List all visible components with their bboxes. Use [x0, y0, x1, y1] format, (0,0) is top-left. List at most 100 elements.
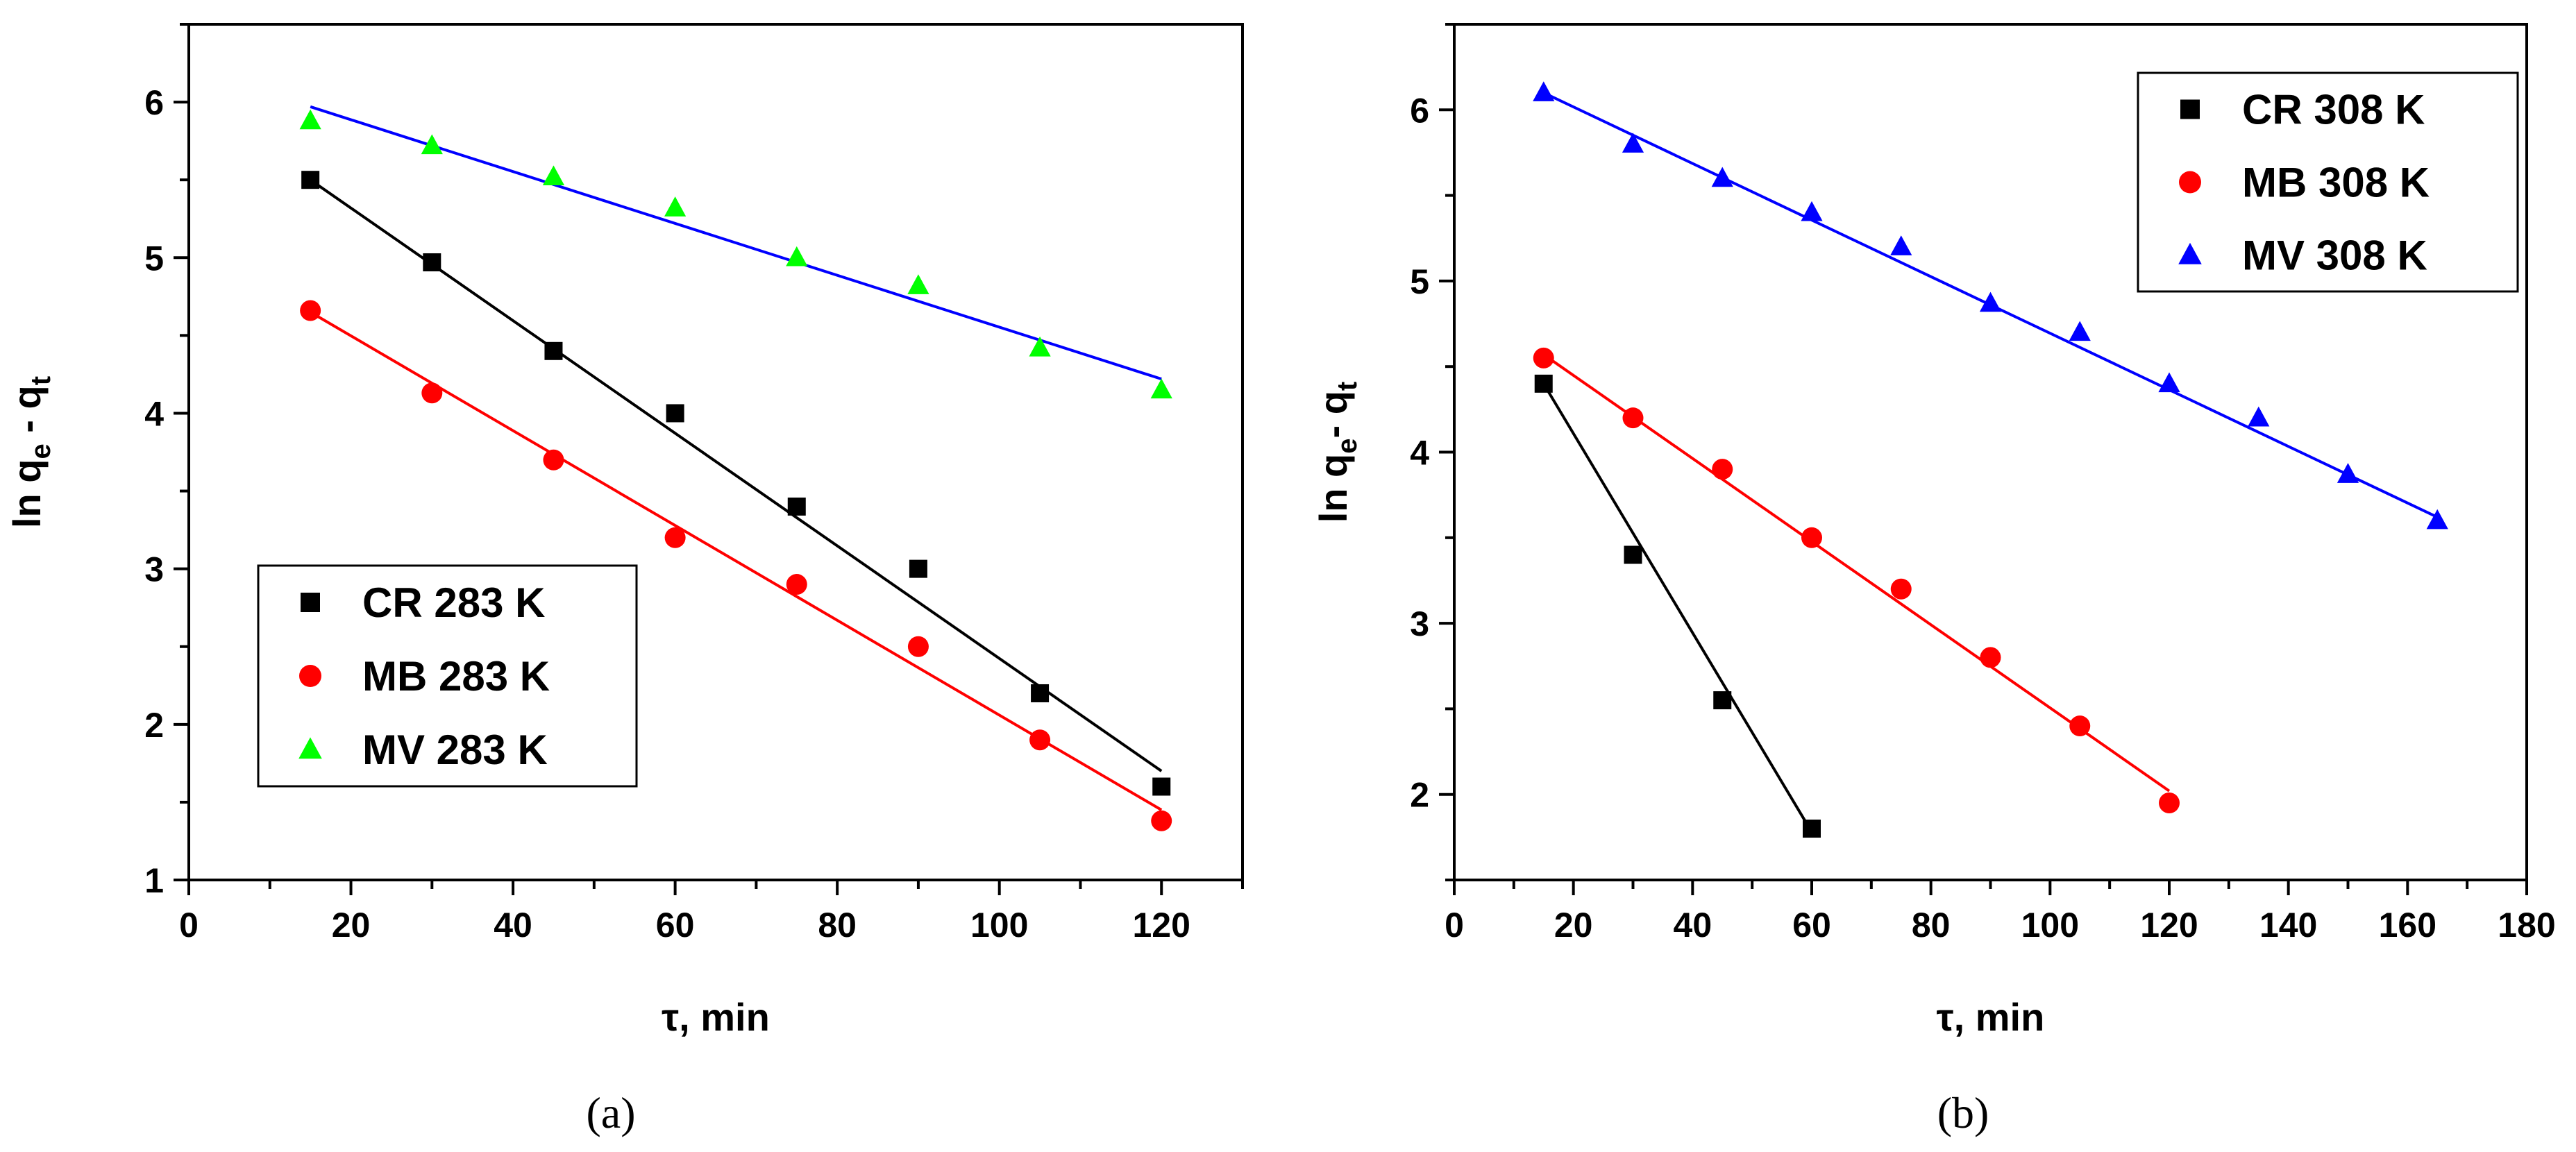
panel-b-point-mv-308-k — [1979, 291, 2002, 312]
panel-a-point-cr-283-k — [301, 171, 320, 189]
panel-b-y-title-sub2: t — [1332, 382, 1363, 391]
panel-b-y-tick-label: 2 — [1410, 776, 1429, 815]
panel-a-x-tick-label: 100 — [970, 906, 1028, 945]
panel-b-point-mv-308-k — [2426, 509, 2448, 530]
panel-b-point-mv-308-k — [1711, 167, 1733, 187]
panel-a-point-cr-283-k — [666, 404, 684, 423]
panel-a-point-mv-283-k — [786, 246, 808, 266]
panel-b-point-mv-308-k — [2337, 463, 2359, 483]
panel-a-fit-line-mb-283-k — [310, 311, 1163, 811]
panel-b-point-mv-308-k — [2248, 406, 2270, 427]
panel-a-point-mb-283-k — [1029, 729, 1051, 751]
panel-b-x-tick-label: 80 — [1912, 906, 1951, 945]
panel-b-point-mv-308-k — [1622, 133, 1644, 153]
panel-a-point-cr-283-k — [1031, 684, 1050, 702]
panel-a-point-mv-283-k — [542, 165, 565, 185]
panel-a-x-axis-title: τ, min — [662, 995, 770, 1039]
panel-b-fit-line-mb-308-k — [1542, 353, 2171, 793]
panel-b-legend-box — [2137, 71, 2519, 293]
panel-b-point-mv-308-k — [1801, 201, 1823, 221]
panel-a-point-mb-283-k — [664, 527, 686, 548]
panel-a-point-mv-283-k — [664, 196, 687, 217]
panel-a-point-cr-283-k — [544, 341, 563, 360]
panel-b-x-tick-label: 140 — [2259, 906, 2317, 945]
panel-a-x-tick-label: 80 — [818, 906, 857, 945]
panel-b-point-mb-308-k — [1622, 407, 1644, 429]
panel-a-x-tick-label: 120 — [1133, 906, 1190, 945]
panel-b-legend-label: CR 308 K — [2242, 87, 2425, 133]
panel-a-fit-line-cr-283-k — [310, 178, 1163, 772]
panel-a-x-tick-label: 40 — [494, 906, 532, 945]
panel-b-x-tick-label: 100 — [2021, 906, 2079, 945]
panel-a-point-mv-283-k — [1150, 378, 1172, 399]
panel-b-x-axis-title: τ, min — [1937, 995, 2045, 1039]
panel-a-x-tick-label: 20 — [332, 906, 371, 945]
panel-b: 0 20 40 60 80 100 120 140 160 180 2 3 4 5 6 τ, min ln qe… — [1311, 23, 2556, 1137]
panel-a-y-tick-label: 6 — [144, 83, 164, 122]
panel-b-point-cr-308-k — [1803, 820, 1821, 838]
panel-b-point-cr-308-k — [1534, 374, 1553, 393]
panel-b-y-tick-label: 5 — [1410, 262, 1429, 301]
panel-a-point-cr-283-k — [909, 559, 927, 578]
panel-a-y-title-sub2: t — [26, 376, 56, 385]
panel-a-point-mv-283-k — [299, 109, 321, 130]
panel-b-x-tick-label: 120 — [2140, 906, 2198, 945]
panel-a-legend-label: CR 283 K — [362, 579, 545, 626]
panel-b-x-tick-label: 180 — [2498, 906, 2555, 945]
panel-a-point-cr-283-k — [787, 497, 806, 516]
panel-b-point-cr-308-k — [1713, 691, 1732, 710]
panel-a-y-tick-label: 1 — [144, 861, 164, 900]
panel-a-legend: CR 283 K MB 283 K MV 283 K — [257, 564, 638, 788]
panel-a-point-mv-283-k — [421, 134, 443, 155]
panel-a-legend-marker — [301, 593, 320, 612]
panel-b-x-tick-label: 0 — [1445, 906, 1464, 945]
panel-a-y-tick-label: 5 — [144, 239, 164, 278]
panel-b-point-mb-308-k — [1712, 459, 1733, 480]
panel-a-point-mv-283-k — [1029, 336, 1051, 357]
panel-b-legend-marker — [2180, 99, 2200, 119]
panel-a: 0 20 40 60 80 100 120 1 2 3 4 5 6 τ, min ln qe - qt CR … — [5, 23, 1244, 1137]
panel-b-point-mb-308-k — [2069, 715, 2091, 737]
panel-a-point-mb-283-k — [300, 300, 321, 321]
panel-a-legend-label: MV 283 K — [362, 727, 548, 773]
panel-a-caption: (a) — [586, 1088, 635, 1137]
panel-a-point-mb-283-k — [907, 636, 929, 657]
panel-a-legend-marker — [299, 665, 321, 687]
panel-a-point-mv-283-k — [907, 274, 929, 294]
panel-b-point-mb-308-k — [1533, 347, 1554, 369]
panel-a-y-tick-label: 3 — [144, 550, 164, 589]
panel-b-y-axis-title: ln qe- qt — [1311, 382, 1363, 523]
panel-b-point-mv-308-k — [1890, 235, 1912, 255]
panel-b-y-title-main: ln q — [1311, 454, 1355, 523]
panel-a-point-mb-283-k — [543, 449, 564, 471]
panel-b-point-mb-308-k — [1980, 647, 2001, 668]
panel-a-y-title-mid: - q — [5, 385, 49, 443]
panel-b-x-tick-label: 20 — [1554, 906, 1593, 945]
panel-b-legend-label: MV 308 K — [2242, 232, 2427, 279]
panel-b-y-tick-label: 3 — [1410, 604, 1429, 643]
panel-a-point-mb-283-k — [786, 574, 807, 595]
panel-b-legend-marker — [2178, 242, 2202, 264]
panel-b-legend: CR 308 K MB 308 K MV 308 K — [2137, 71, 2519, 293]
panel-b-point-mb-308-k — [2159, 793, 2180, 814]
panel-a-x-tick-label: 60 — [656, 906, 695, 945]
panel-b-y-tick-label: 6 — [1410, 91, 1429, 130]
panel-a-x-tick-label: 0 — [179, 906, 199, 945]
panel-b-point-mb-308-k — [1801, 527, 1822, 548]
panel-b-fit-line-cr-308-k — [1542, 382, 1813, 833]
panel-b-x-tick-label: 160 — [2379, 906, 2436, 945]
panel-b-caption: (b) — [1937, 1088, 1989, 1137]
panel-a-y-tick-label: 2 — [144, 706, 164, 745]
panel-b-legend-marker — [2179, 171, 2201, 194]
panel-a-point-cr-283-k — [1152, 777, 1171, 796]
panel-b-point-cr-308-k — [1624, 545, 1642, 564]
panel-a-y-axis-title: ln qe - qt — [5, 376, 56, 528]
panel-a-point-cr-283-k — [423, 253, 441, 271]
panel-a-fit-line-mv-283-k — [310, 105, 1162, 381]
panel-b-x-tick-label: 40 — [1674, 906, 1712, 945]
panel-a-legend-marker — [298, 737, 322, 759]
panel-b-y-tick-label: 4 — [1410, 434, 1429, 473]
panel-a-legend-label: MB 283 K — [362, 653, 550, 700]
panel-b-legend-label: MB 308 K — [2242, 160, 2430, 206]
